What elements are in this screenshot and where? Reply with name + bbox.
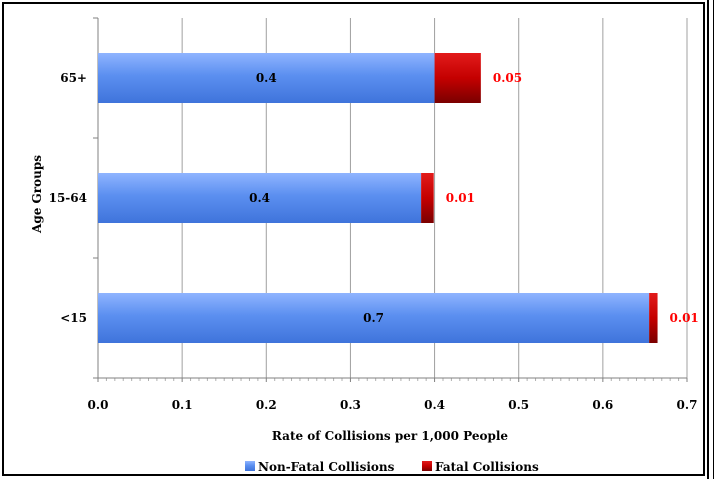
x-axis-title: Rate of Collisions per 1,000 People xyxy=(272,429,508,443)
category-label: 65+ xyxy=(60,71,87,85)
data-label-fatal: 0.01 xyxy=(446,191,475,205)
x-tick-label: 0.5 xyxy=(508,398,529,412)
bar-fatal xyxy=(649,293,658,343)
legend-swatch-non-fatal xyxy=(245,461,255,471)
bar-non-fatal xyxy=(98,293,650,343)
bar-non-fatal xyxy=(98,53,435,103)
bar-non-fatal xyxy=(98,173,422,223)
x-tick-label: 0.6 xyxy=(592,398,613,412)
legend-label-non-fatal: Non-Fatal Collisions xyxy=(258,460,395,474)
legend-label-fatal: Fatal Collisions xyxy=(435,460,539,474)
x-tick-label: 0.3 xyxy=(340,398,361,412)
data-label-non-fatal: 0.7 xyxy=(363,311,384,325)
category-label: <15 xyxy=(60,311,87,325)
x-tick-label: 0.1 xyxy=(172,398,193,412)
data-label-non-fatal: 0.4 xyxy=(256,71,277,85)
right-border xyxy=(707,0,721,479)
data-label-fatal: 0.05 xyxy=(493,71,522,85)
y-axis-title: Age Groups xyxy=(30,155,44,234)
labels: <15 0.7 0.01 15-64 0.4 0.01 65+ 0.4 0.05 xyxy=(49,71,699,325)
x-tick-label: 0.7 xyxy=(677,398,698,412)
data-label-non-fatal: 0.4 xyxy=(249,191,270,205)
x-tick-label: 0.0 xyxy=(88,398,109,412)
bar-fatal xyxy=(434,53,481,103)
legend: Non-Fatal Collisions Fatal Collisions xyxy=(245,460,539,474)
legend-swatch-fatal xyxy=(422,461,432,471)
x-tick-label: 0.4 xyxy=(424,398,445,412)
x-tick-label: 0.2 xyxy=(256,398,277,412)
bar-fatal xyxy=(421,173,434,223)
category-label: 15-64 xyxy=(49,191,87,205)
data-label-fatal: 0.01 xyxy=(670,311,699,325)
bars xyxy=(98,53,658,343)
